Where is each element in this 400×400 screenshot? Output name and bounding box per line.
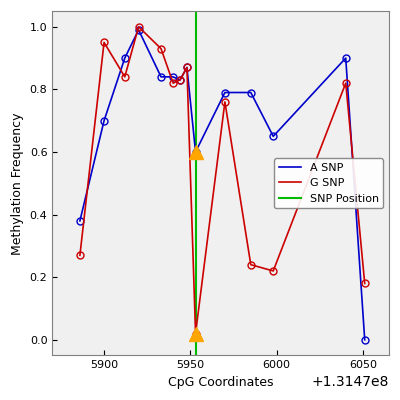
Y-axis label: Methylation Frequency: Methylation Frequency bbox=[11, 112, 24, 254]
X-axis label: CpG Coordinates: CpG Coordinates bbox=[168, 376, 273, 389]
Legend: A SNP, G SNP, SNP Position: A SNP, G SNP, SNP Position bbox=[274, 158, 383, 208]
